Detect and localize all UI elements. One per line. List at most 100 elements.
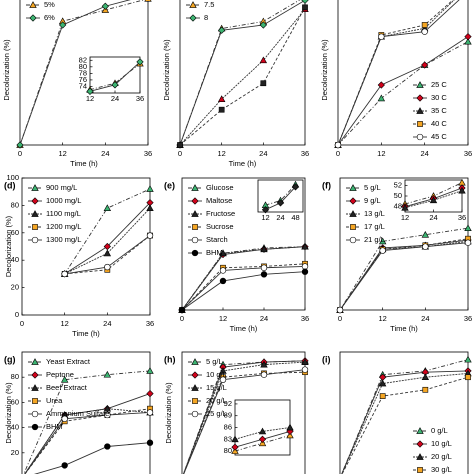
y-axis-label: Decolorization (%) (320, 39, 329, 101)
legend-label: 30 g/L (431, 465, 452, 474)
y-tick-label: 86 (224, 422, 232, 431)
series-line (337, 0, 454, 146)
series-line (181, 246, 306, 311)
marker (276, 199, 285, 207)
marker (258, 435, 267, 443)
legend-label: 1200 mg/L (46, 222, 81, 231)
series-line (24, 408, 151, 474)
x-tick-label: 36 (146, 319, 154, 328)
x-tick-label: 12 (401, 213, 409, 222)
y-tick-label: 89 (224, 411, 232, 420)
marker (301, 0, 309, 4)
plot-frame (337, 0, 469, 146)
legend-marker (191, 410, 199, 418)
legend-label: 10 g/L (431, 439, 452, 448)
legend-marker (417, 121, 423, 127)
legend-marker (417, 467, 423, 473)
series-line (183, 369, 306, 474)
marker (59, 21, 67, 29)
panel-label: (d) (4, 180, 16, 190)
series-line (341, 376, 469, 474)
panel-label: (f) (322, 180, 331, 190)
legend-label: 5 g/L (364, 183, 381, 192)
legend-marker (349, 197, 357, 205)
marker (146, 367, 154, 374)
series-line (337, 41, 469, 146)
x-tick-label: 24 (276, 213, 284, 222)
legend-marker (191, 371, 199, 379)
legend-marker (31, 236, 39, 244)
series-line (24, 412, 151, 474)
x-tick-label: 12 (378, 314, 386, 323)
marker (103, 249, 112, 257)
legend-marker (416, 440, 424, 448)
series-line (339, 238, 469, 311)
marker (258, 427, 267, 435)
marker (146, 185, 154, 192)
marker (301, 358, 309, 365)
legend-label: 5% (44, 0, 55, 9)
legend-marker (191, 210, 199, 217)
legend-marker (31, 423, 39, 431)
marker (103, 370, 112, 378)
marker (301, 242, 309, 250)
series-line (19, 0, 131, 146)
series-line (341, 370, 469, 474)
y-tick-label: 40 (11, 423, 19, 432)
x-tick-label: 36 (458, 213, 466, 222)
marker (136, 58, 144, 66)
x-tick-label: 24 (421, 314, 429, 323)
legend-marker (31, 197, 39, 205)
y-axis-label: Decolorization (%) (164, 382, 173, 444)
marker (301, 268, 309, 275)
marker (301, 366, 309, 373)
y-tick-label: 80 (11, 200, 19, 209)
y-tick-label: 80 (79, 62, 87, 71)
legend-label: 5 g/L (206, 357, 223, 366)
legend-label: 9 g/L (364, 196, 381, 205)
legend-label: BHM (206, 248, 223, 257)
y-tick-label: 50 (394, 191, 402, 200)
marker (421, 373, 430, 381)
marker (260, 80, 267, 87)
marker (260, 371, 268, 378)
series-line (24, 408, 151, 474)
legend-label: Peptone (46, 370, 74, 379)
legend-marker (416, 453, 424, 460)
plot-frame (339, 351, 469, 474)
x-tick-label: 36 (464, 149, 472, 158)
marker (218, 26, 226, 34)
legend-label: Maltose (206, 196, 232, 205)
series-line (339, 239, 469, 311)
y-tick-label: 80 (11, 372, 19, 381)
x-tick-label: 0 (20, 319, 24, 328)
legend-marker (189, 14, 197, 22)
marker (103, 404, 112, 412)
series-line (404, 190, 463, 209)
legend-label: 25 g/L (206, 409, 227, 418)
legend-label: 1300 mg/L (46, 235, 81, 244)
y-axis-label: Decolorization (%) (2, 39, 11, 101)
series-line (179, 0, 301, 146)
marker (401, 203, 409, 211)
marker (336, 306, 344, 314)
y-tick-label: 100 (6, 173, 19, 182)
legend-label: 900 mg/L (46, 183, 77, 192)
series-line (341, 359, 469, 474)
legend-marker (29, 14, 37, 22)
marker (104, 443, 111, 450)
marker (60, 375, 69, 383)
x-tick-label: 24 (260, 314, 268, 323)
y-tick-label: 0 (15, 473, 19, 474)
marker (259, 21, 267, 29)
legend-label: 10 g/L (206, 370, 227, 379)
legend-label: Starch (206, 235, 228, 244)
legend-label: Beef Extract (46, 383, 88, 392)
marker (379, 247, 386, 254)
legend-label: 20 g/L (431, 452, 452, 461)
marker (302, 4, 308, 11)
marker (261, 206, 270, 214)
x-tick-label: 12 (261, 213, 269, 222)
plot-frame (179, 0, 306, 146)
